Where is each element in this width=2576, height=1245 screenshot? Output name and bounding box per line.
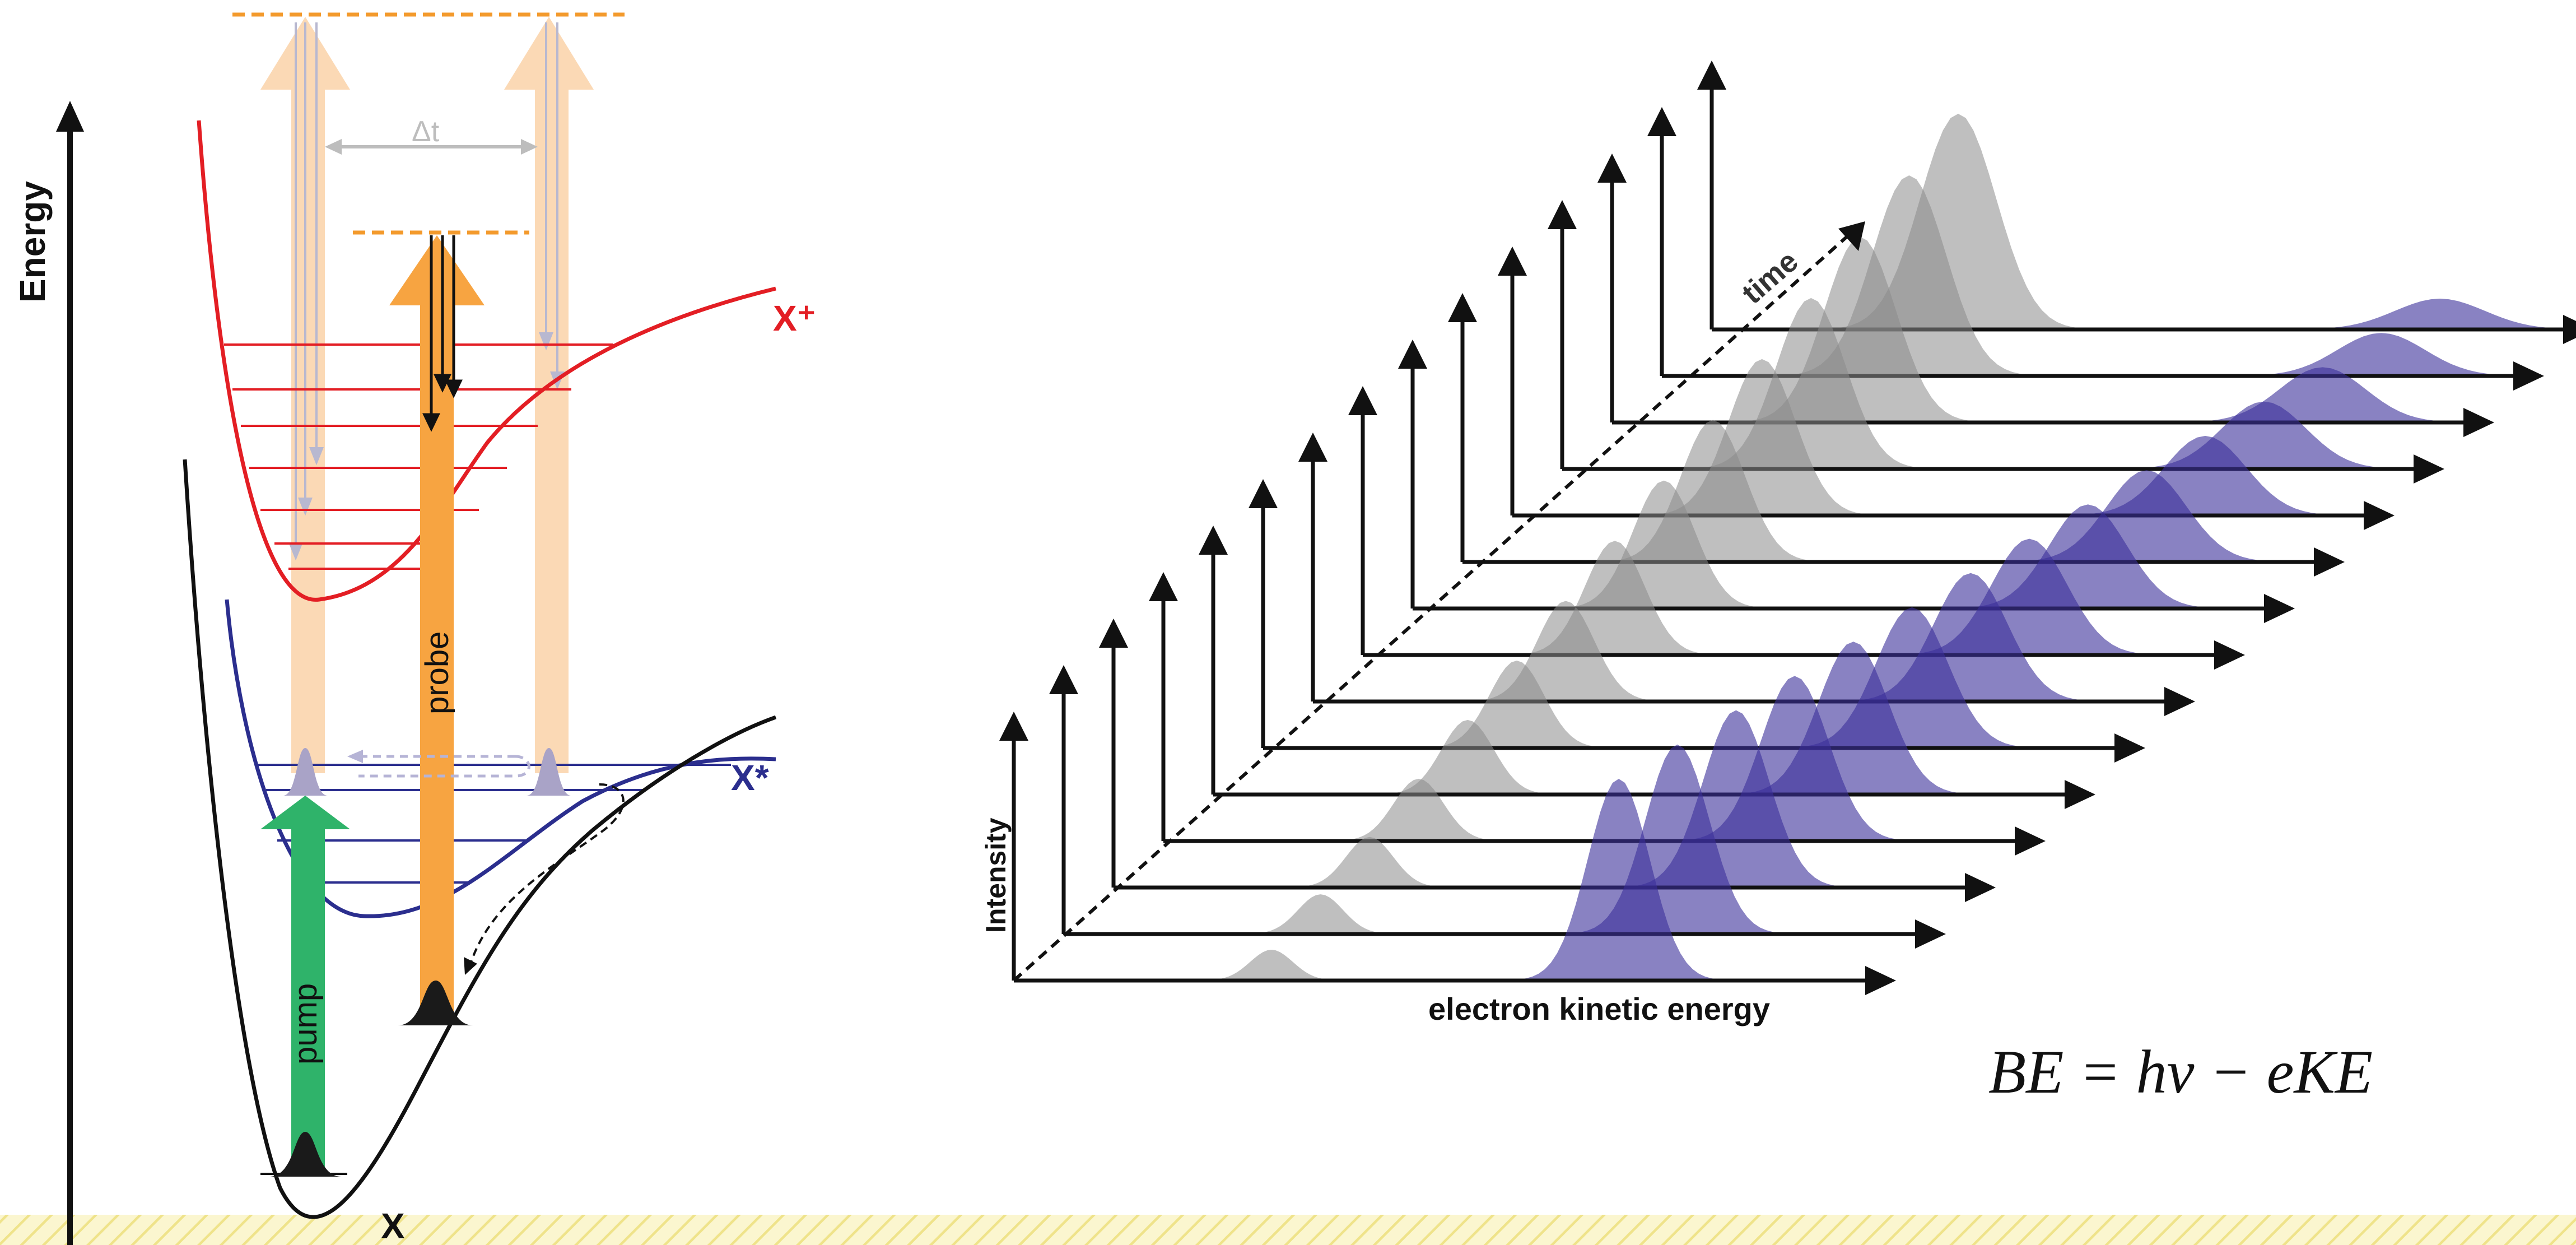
gray-peak [1203,950,1340,981]
ground-wavepacket [269,1132,342,1177]
cation-label: X⁺ [773,298,816,338]
time-axis [1013,234,1850,982]
excited-wavepacket-right [527,748,571,796]
gray-peak [1339,778,1498,841]
probe-arrow [389,235,485,1025]
trace-intensity-arrowhead [1249,479,1278,508]
trace-intensity-arrowhead [1149,572,1178,601]
probe-wavepacket [398,981,473,1025]
trace-baseline-arrowhead [2214,640,2245,670]
blue-peak [1520,779,1717,981]
probe-label: probe [419,631,455,714]
blue-peak [2296,299,2576,329]
relaxation-arrowhead [464,957,477,975]
delta-t-label: Δt [412,115,440,148]
trace-intensity-arrowhead [1548,200,1577,229]
trace-intensity-arrowhead [1199,526,1228,555]
gray-peak [1249,894,1392,934]
delta-t-arrow [325,139,538,155]
wavepacket-motion-arrow [358,755,530,778]
trace-baseline-arrowhead [1965,873,1996,902]
trace-intensity-arrowhead [1049,665,1078,694]
gray-peak [1293,837,1446,888]
wavepacket-motion-arrowhead [347,750,363,763]
bottom-hatch-strip [0,1215,2576,1245]
trace-baseline-arrowhead [1865,966,1896,995]
binding-energy-equation: BE = hν − eKE [1988,1038,2373,1106]
trace-baseline-arrowhead [2314,547,2345,577]
blue-peak [2241,333,2522,376]
energy-axis [56,101,84,1245]
trace-baseline-arrowhead [2364,501,2395,530]
time-axis-arrowhead [1838,221,1865,251]
trace-baseline-arrowhead [2563,315,2576,344]
cation-potential-curve [197,120,776,602]
trace-baseline-arrowhead [2164,687,2195,716]
energy-axis-label: Energy [12,181,53,303]
trace-intensity-arrowhead [1498,247,1527,276]
excited-wavepacket-left [283,748,328,796]
intensity-axis-label: Intensity [980,817,1012,933]
waterfall-plot [999,61,2576,995]
trace-intensity-arrowhead [1448,293,1477,322]
time-axis-label: time [1736,244,1805,310]
trace-baseline-arrowhead [2513,361,2544,391]
trace-baseline-arrowhead [2065,780,2095,809]
excited-label: X* [731,758,769,798]
pump-label: pump [287,983,324,1065]
photoelectron-arrows [422,235,463,432]
trace-baseline-arrowhead [2463,408,2494,437]
pump-arrow [260,796,350,1177]
relaxation-dashed-arrow [469,783,625,964]
trace-intensity-arrowhead [999,712,1028,741]
trace-intensity-arrowhead [1697,61,1726,90]
gray-peak [1384,719,1552,795]
trace-intensity-arrowhead [1298,433,1327,462]
trace-baseline-arrowhead [2114,733,2145,763]
trace-baseline-arrowhead [2414,454,2444,484]
faded-probe-arrow-right [504,17,594,773]
ground-label: X [381,1206,405,1245]
x-axis-label: electron kinetic energy [1428,991,1770,1026]
trace-intensity-arrowhead [1348,386,1377,415]
ground-potential-curve [183,459,777,1219]
trace-intensity-arrowhead [1597,154,1627,183]
trace-baseline-arrowhead [1915,919,1946,949]
trace-baseline-arrowhead [2264,594,2295,623]
trace-intensity-arrowhead [1398,340,1427,369]
trace-baseline-arrowhead [2015,826,2046,856]
trace-intensity-arrowhead [1099,619,1128,648]
faded-projection-arrows [288,22,565,561]
trace-intensity-arrowhead [1647,107,1676,136]
